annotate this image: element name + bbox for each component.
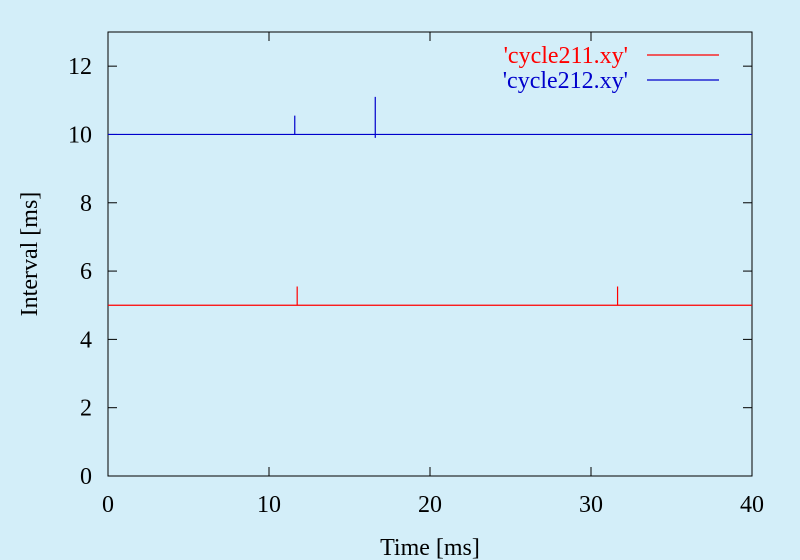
y-tick-label: 0	[80, 464, 92, 490]
tick-layer: 0 10 20 30 40 0 2 4 6 8 10 12	[68, 32, 764, 518]
series-line-2	[108, 96, 752, 138]
legend: 'cycle211.xy''cycle212.xy'	[503, 43, 719, 94]
y-tick-label: 10	[68, 122, 92, 148]
x-tick-label: 0	[102, 492, 114, 518]
x-tick-label: 20	[418, 492, 442, 518]
y-tick-label: 2	[80, 396, 92, 422]
y-axis-label: Interval [ms]	[17, 192, 43, 317]
series-layer	[108, 96, 752, 306]
legend-label-1: 'cycle211.xy'	[504, 43, 628, 69]
x-tick-label: 10	[257, 492, 281, 518]
series-line-1	[108, 286, 752, 306]
x-tick-label: 30	[579, 492, 603, 518]
x-axis-label: Time [ms]	[380, 535, 480, 560]
y-tick-label: 8	[80, 191, 92, 217]
y-tick-label: 6	[80, 259, 92, 285]
legend-label-2: 'cycle212.xy'	[503, 68, 628, 94]
y-tick-label: 4	[80, 327, 92, 353]
x-tick-label: 40	[740, 492, 764, 518]
plot-area	[107, 31, 753, 477]
y-tick-label: 12	[68, 54, 92, 80]
